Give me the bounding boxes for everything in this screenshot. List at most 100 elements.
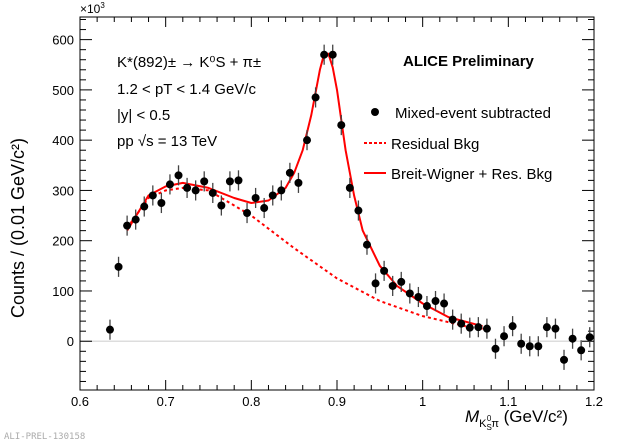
data-marker — [311, 93, 320, 102]
data-point — [525, 336, 534, 357]
residual-bkg-curve — [126, 186, 483, 330]
x-tick-label: 1 — [419, 394, 426, 409]
data-marker — [131, 215, 140, 224]
y-axis-label: Counts / (0.01 GeV/c²) — [8, 138, 28, 318]
data-point — [397, 271, 406, 292]
data-marker — [243, 209, 252, 218]
data-point — [482, 318, 491, 339]
data-marker — [140, 202, 149, 211]
data-point — [131, 209, 140, 230]
data-marker — [277, 186, 286, 195]
data-point — [534, 336, 543, 357]
data-point — [457, 313, 466, 334]
data-marker — [508, 322, 517, 331]
data-point — [277, 180, 286, 201]
data-marker — [405, 289, 414, 298]
data-marker — [585, 333, 594, 342]
data-marker — [465, 323, 474, 332]
data-point — [448, 309, 457, 330]
data-marker — [491, 344, 500, 353]
data-marker — [354, 206, 363, 215]
data-point — [551, 318, 560, 339]
data-marker — [294, 178, 303, 187]
data-point — [191, 180, 200, 201]
data-point — [465, 317, 474, 338]
data-point — [362, 234, 371, 255]
x-tick-label: 0.9 — [328, 394, 346, 409]
data-point — [268, 185, 277, 206]
data-marker — [285, 168, 294, 177]
data-marker — [165, 180, 174, 189]
x-axis-label: MKS0π (GeV/c²) — [465, 407, 568, 432]
data-marker — [482, 324, 491, 333]
data-marker — [388, 281, 397, 290]
legend-label-data: Mixed-event subtracted — [395, 105, 551, 122]
data-point — [380, 260, 389, 281]
data-marker — [268, 191, 277, 200]
data-marker — [440, 299, 449, 308]
y-tick-label: 500 — [52, 83, 74, 98]
annotation-decay: K*(892)± → K⁰S + π± — [117, 54, 261, 71]
data-point — [174, 165, 183, 186]
data-point — [123, 215, 132, 236]
data-marker — [525, 342, 534, 351]
data-marker — [380, 266, 389, 275]
data-point — [354, 200, 363, 221]
data-point — [542, 317, 551, 338]
annotation-energy: pp √s = 13 TeV — [117, 133, 217, 150]
data-point — [260, 197, 269, 219]
data-point — [431, 290, 440, 312]
y-tick-label: 300 — [52, 183, 74, 198]
data-marker — [174, 171, 183, 180]
data-marker — [328, 50, 337, 59]
data-point — [303, 130, 312, 151]
data-marker — [303, 136, 312, 145]
y-tick-label: 200 — [52, 234, 74, 249]
data-point — [225, 171, 234, 192]
data-marker — [114, 262, 123, 271]
data-marker — [148, 191, 157, 200]
data-marker — [551, 324, 560, 333]
x-tick-label: 1.1 — [499, 394, 517, 409]
data-marker — [431, 297, 440, 306]
data-point — [508, 316, 517, 337]
data-marker — [577, 346, 586, 355]
data-marker — [362, 240, 371, 249]
data-marker — [105, 325, 114, 334]
data-marker — [251, 193, 260, 202]
data-marker — [200, 177, 209, 186]
data-point — [371, 273, 380, 294]
data-point — [405, 283, 414, 304]
data-point — [165, 174, 174, 195]
x-tick-label: 0.7 — [157, 394, 175, 409]
data-point — [251, 187, 260, 209]
data-point — [114, 256, 123, 277]
data-marker — [448, 315, 457, 324]
data-point — [500, 326, 509, 347]
annotation-rapidity: |y| < 0.5 — [117, 107, 170, 124]
data-point — [440, 293, 449, 314]
data-marker — [345, 183, 354, 192]
legend: Mixed-event subtracted Residual Bkg Brei… — [364, 105, 552, 183]
data-marker — [183, 183, 192, 192]
data-point — [337, 115, 346, 136]
data-point — [105, 319, 114, 340]
data-point — [474, 317, 483, 338]
breit-wigner-fit-curve — [126, 52, 483, 328]
data-point — [294, 172, 303, 193]
data-point — [200, 171, 209, 192]
data-marker — [225, 177, 234, 186]
data-point — [183, 177, 192, 198]
data-marker — [337, 121, 346, 130]
data-marker — [542, 323, 551, 332]
data-point — [422, 295, 431, 317]
data-point — [243, 202, 252, 224]
y-tick-label: 400 — [52, 133, 74, 148]
data-point — [208, 182, 217, 203]
data-marker — [260, 204, 269, 213]
data-point — [568, 328, 577, 349]
legend-label-bkg: Residual Bkg — [391, 136, 479, 153]
data-marker — [217, 201, 226, 210]
data-point — [328, 44, 337, 65]
